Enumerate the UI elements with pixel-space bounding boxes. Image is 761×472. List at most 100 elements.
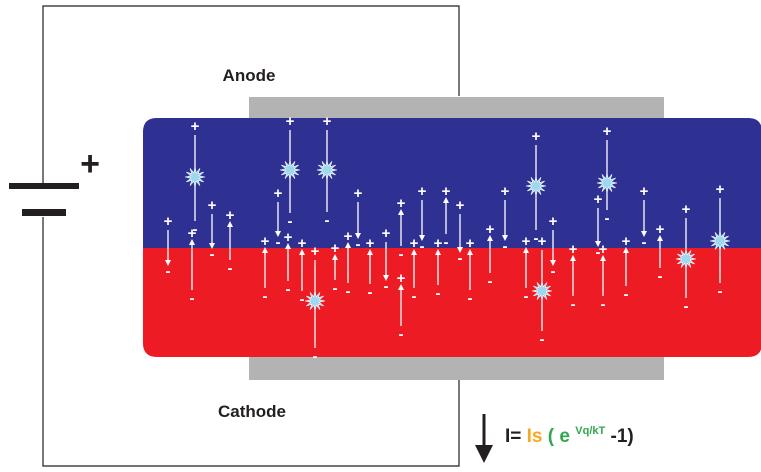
electron-charge: -: [458, 250, 463, 267]
anode-label: Anode: [223, 66, 276, 85]
hole-charge: +: [354, 185, 363, 202]
charge-carriers: +-+-+-+-+-+-+-+-+-+-+-+-+-+-+- +-+-+-+-+-…: [164, 113, 731, 365]
hole-charge: +: [208, 197, 217, 214]
electron-charge: -: [166, 263, 171, 280]
recombination-spark: [279, 159, 301, 181]
p-type-region: [143, 118, 761, 248]
hole-charge: +: [682, 201, 691, 218]
electron-charge: -: [286, 281, 291, 298]
electron-charge: -: [325, 212, 330, 229]
electron-charge: -: [444, 234, 449, 251]
hole-charge: +: [640, 183, 649, 200]
recombination-spark: [184, 166, 206, 188]
hole-charge: +: [410, 235, 419, 252]
hole-charge: +: [522, 233, 531, 250]
electron-charge: -: [346, 283, 351, 300]
hole-charge: +: [486, 221, 495, 238]
hole-charge: +: [397, 270, 406, 287]
electron-charge: -: [300, 291, 305, 308]
electron-charge: -: [368, 284, 373, 301]
diode-equation: I= Is ( e Vq/kT -1): [505, 418, 634, 447]
electron-charge: -: [263, 288, 268, 305]
electron-charge: -: [384, 278, 389, 295]
recombination-spark: [596, 172, 618, 194]
battery-symbol: [9, 183, 79, 216]
recombination-spark: [675, 248, 697, 270]
hole-charge: +: [603, 123, 612, 140]
hole-charge: +: [456, 197, 465, 214]
hole-charge: +: [716, 181, 725, 198]
electron-charge: -: [313, 348, 318, 365]
electron-charge: -: [468, 290, 473, 307]
n-type-region: [143, 248, 761, 357]
electron-charge: -: [624, 286, 629, 303]
electron-charge: -: [288, 213, 293, 230]
electron-charge: -: [601, 296, 606, 313]
hole-charge: +: [466, 235, 475, 252]
hole-charge: +: [656, 221, 665, 238]
hole-charge: +: [418, 183, 427, 200]
hole-charge: +: [538, 233, 547, 250]
battery-long-plate: [9, 183, 79, 189]
hole-charge: +: [323, 113, 332, 130]
current-arrow: [475, 414, 493, 463]
hole-charge: +: [164, 213, 173, 230]
electron-charge: -: [571, 296, 576, 313]
electron-charge: -: [684, 298, 689, 315]
hole-charge: +: [434, 235, 443, 252]
hole-charge: +: [331, 240, 340, 257]
hole-charge: +: [622, 233, 631, 250]
electron-charge: -: [276, 234, 281, 251]
hole-charge: +: [382, 225, 391, 242]
cathode-label: Cathode: [218, 402, 286, 421]
hole-charge: +: [366, 235, 375, 252]
electron-charge: -: [193, 221, 198, 238]
hole-charge: +: [226, 207, 235, 224]
recombination-spark: [304, 290, 326, 312]
electron-charge: -: [333, 280, 338, 297]
battery-plus-sign: +: [80, 145, 100, 183]
electron-charge: -: [412, 288, 417, 305]
hole-charge: +: [599, 241, 608, 258]
hole-charge: +: [344, 228, 353, 245]
electron-charge: -: [596, 244, 601, 261]
circuit-wire: [42, 5, 460, 467]
hole-charge: +: [311, 243, 320, 260]
equation-e: e: [559, 426, 570, 447]
electron-charge: -: [534, 230, 539, 247]
equation-is: Is: [527, 426, 543, 447]
battery-short-plate: [22, 209, 66, 216]
electron-charge: -: [551, 263, 556, 280]
electron-charge: -: [718, 283, 723, 300]
electron-charge: -: [436, 285, 441, 302]
hole-charge: +: [191, 118, 200, 135]
electron-charge: -: [488, 273, 493, 290]
hole-charge: +: [569, 241, 578, 258]
electron-charge: -: [210, 246, 215, 263]
hole-charge: +: [274, 185, 283, 202]
equation-open-paren: (: [548, 426, 555, 447]
electron-charge: -: [420, 238, 425, 255]
hole-charge: +: [549, 213, 558, 230]
recombination-spark: [709, 230, 731, 252]
hole-charge: +: [397, 195, 406, 212]
electron-charge: -: [190, 290, 195, 307]
electron-charge: -: [524, 288, 529, 305]
semiconductor-body: [143, 118, 761, 357]
recombination-spark: [531, 280, 553, 302]
hole-charge: +: [442, 183, 451, 200]
recombination-spark: [525, 175, 547, 197]
equation-tail: -1): [611, 426, 634, 447]
recombination-spark: [316, 159, 338, 181]
equation-prefix: I=: [505, 426, 521, 447]
electron-charge: -: [399, 246, 404, 263]
hole-charge: +: [594, 191, 603, 208]
hole-charge: +: [286, 113, 295, 130]
hole-charge: +: [298, 235, 307, 252]
equation-exponent: Vq/kT: [575, 425, 605, 437]
hole-charge: +: [284, 229, 293, 246]
electron-charge: -: [658, 268, 663, 285]
electron-charge: -: [399, 326, 404, 343]
electron-charge: -: [642, 234, 647, 251]
